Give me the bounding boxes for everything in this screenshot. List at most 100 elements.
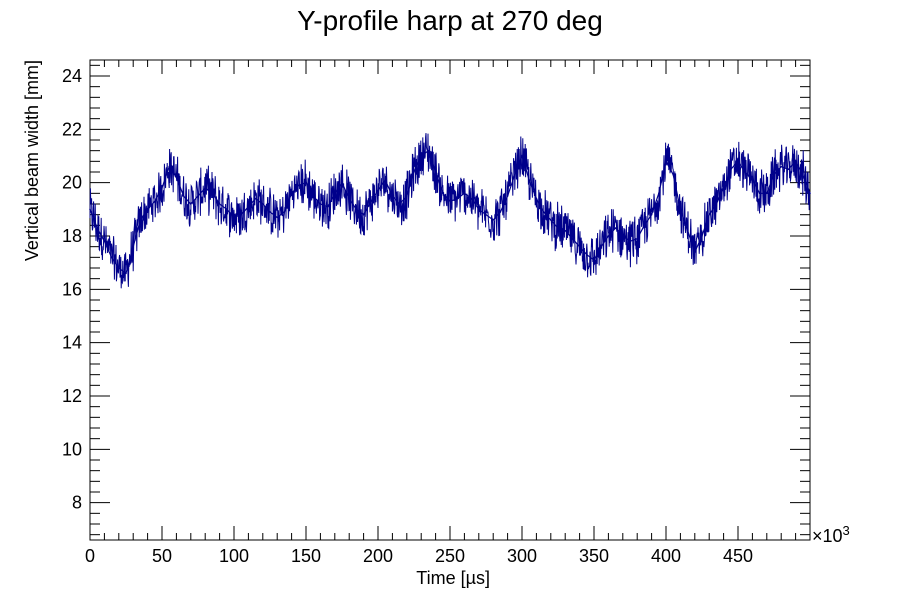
data-point: [211, 192, 214, 195]
data-point: [758, 192, 761, 195]
data-point: [672, 173, 674, 176]
x-axis-label: Time [µs]: [416, 568, 490, 588]
series-noise-trace: [89, 133, 811, 289]
data-point: [96, 227, 98, 229]
data-point: [290, 192, 293, 195]
x-tick-label: 450: [723, 546, 753, 566]
data-point: [110, 256, 113, 259]
data-point: [442, 192, 444, 195]
y-tick-label: 16: [62, 279, 82, 299]
y-tick-label: 8: [72, 493, 82, 513]
x-axis-multiplier-base: ×10: [812, 526, 843, 546]
data-point: [528, 179, 530, 181]
data-point: [787, 168, 790, 171]
data-point: [182, 195, 185, 197]
data-point: [413, 171, 415, 173]
x-tick-label: 0: [85, 546, 95, 566]
data-point: [571, 237, 574, 240]
data-point: [650, 213, 653, 216]
y-tick-label: 14: [62, 333, 82, 353]
data-point: [384, 179, 387, 181]
data-point: [679, 208, 682, 211]
data-point: [607, 235, 610, 237]
data-point: [658, 192, 660, 195]
data-point: [276, 216, 279, 219]
x-tick-label: 50: [152, 546, 172, 566]
x-tick-label: 250: [435, 546, 465, 566]
data-point: [377, 189, 379, 192]
data-point: [434, 171, 437, 173]
data-point: [247, 205, 250, 208]
data-point: [708, 213, 710, 216]
data-point: [535, 197, 538, 200]
data-point: [240, 213, 242, 216]
data-point: [139, 219, 142, 221]
data-point: [478, 208, 480, 211]
y-tick-label: 18: [62, 226, 82, 246]
data-point: [463, 192, 466, 195]
data-point: [514, 173, 516, 176]
data-point: [348, 197, 351, 200]
data-point: [694, 251, 696, 253]
data-point: [125, 272, 127, 275]
data-point: [269, 211, 271, 213]
data-point: [643, 224, 646, 227]
data-point: [751, 179, 754, 181]
data-point: [744, 171, 746, 173]
data-point: [449, 200, 451, 203]
y-tick-label: 24: [62, 66, 82, 86]
y-axis-label: Vertical beam width [mm]: [22, 60, 42, 261]
data-point: [586, 253, 588, 256]
data-point: [312, 195, 315, 197]
x-axis-multiplier-exponent: 3: [843, 523, 850, 538]
x-tick-label: 200: [363, 546, 393, 566]
data-point: [305, 181, 307, 184]
data-point: [319, 203, 322, 205]
x-tick-label: 100: [219, 546, 249, 566]
data-point: [636, 237, 638, 240]
data-point: [103, 240, 106, 243]
data-point: [809, 192, 811, 195]
data-point: [283, 211, 286, 213]
data-point: [190, 203, 192, 205]
data-point: [550, 219, 552, 221]
y-tick-label: 12: [62, 386, 82, 406]
data-point: [406, 195, 408, 197]
data-point: [701, 235, 703, 237]
data-point: [218, 203, 221, 205]
data-point: [578, 245, 581, 248]
data-point: [254, 197, 257, 200]
data-point: [614, 227, 617, 229]
data-point: [492, 219, 495, 221]
data-point: [355, 208, 358, 211]
data-point: [722, 187, 725, 189]
data-point: [521, 155, 523, 157]
x-tick-label: 300: [507, 546, 537, 566]
x-axis-multiplier: ×103: [812, 523, 850, 546]
data-point: [341, 181, 343, 184]
data-point: [773, 173, 775, 176]
data-point: [262, 203, 264, 205]
data-point: [485, 213, 487, 216]
data-point: [146, 208, 149, 211]
data-point: [686, 229, 689, 232]
data-point: [370, 200, 372, 203]
data-point: [391, 195, 394, 197]
data-point: [161, 187, 163, 189]
data-point: [456, 197, 459, 200]
data-point: [802, 173, 804, 176]
data-point: [89, 208, 91, 211]
x-tick-label: 350: [579, 546, 609, 566]
data-point: [564, 229, 566, 232]
x-tick-label: 400: [651, 546, 681, 566]
data-point: [298, 184, 300, 187]
data-point: [132, 245, 134, 248]
data-point: [470, 197, 473, 200]
data-point: [499, 211, 502, 213]
y-tick-label: 22: [62, 119, 82, 139]
data-point: [175, 176, 178, 179]
data-point: [168, 165, 170, 168]
data-point: [118, 267, 120, 269]
data-point: [154, 200, 156, 203]
